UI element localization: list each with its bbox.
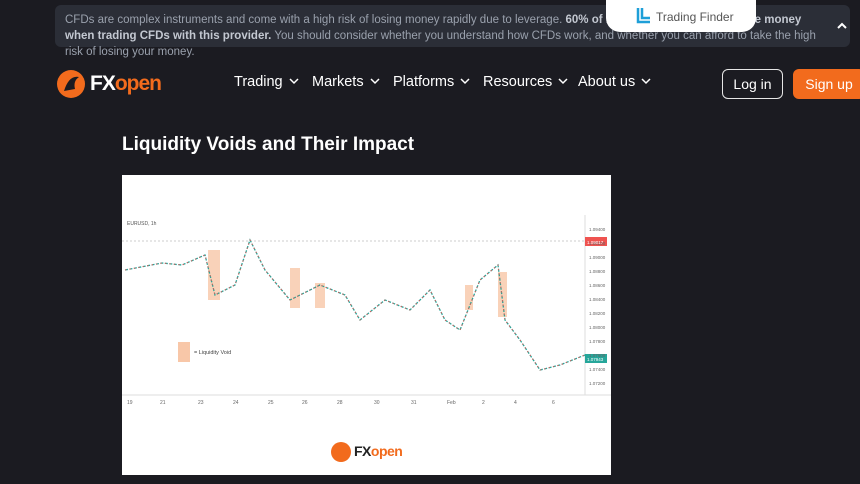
image-logo: FXopen [354, 443, 403, 459]
price-label: 1.07400 [589, 367, 606, 372]
price-tag-top [585, 237, 607, 246]
badge-icon [636, 8, 650, 24]
price-label: 1.07600 [589, 353, 606, 358]
login-button[interactable]: Log in [722, 69, 783, 99]
date-label: 31 [411, 400, 417, 406]
price-tag-text: 1.09017 [587, 240, 604, 245]
date-label: 4 [514, 400, 517, 406]
logo-icon [57, 70, 85, 98]
void-zone [498, 272, 507, 317]
void-zone [315, 283, 325, 308]
price-label: 1.09200 [589, 241, 606, 246]
void-zone [208, 250, 220, 300]
nav-label: Trading [234, 74, 283, 90]
nav-label: Resources [483, 74, 553, 90]
signup-button[interactable]: Sign up [793, 69, 860, 99]
date-label: 19 [127, 400, 133, 406]
nav-label: Markets [312, 74, 364, 90]
price-label: 1.08600 [589, 283, 606, 288]
chevron [460, 78, 470, 85]
price-label: 1.09000 [589, 255, 606, 260]
badge-text: Trading Finder [656, 10, 734, 24]
price-label: 1.08800 [589, 269, 606, 274]
price-label: 1.08000 [589, 325, 606, 330]
nav-item[interactable]: About us [578, 74, 652, 90]
chevron [641, 78, 651, 85]
legend-label: = Liquidity Void [194, 350, 231, 356]
chevron [558, 78, 568, 85]
date-label: 21 [160, 400, 166, 406]
price-label: 1.09400 [589, 227, 606, 232]
legend-swatch [178, 342, 190, 362]
article-image: EURUSD, 1h = Liquidity Void 1.09400 1.09200… [122, 175, 611, 475]
date-label: 2 [482, 400, 485, 406]
price-label: 1.07200 [589, 381, 606, 386]
void-zone [465, 285, 473, 310]
date-label: 23 [198, 400, 204, 406]
nav-label: Platforms [393, 74, 455, 90]
logo-text[interactable]: FXopen [90, 72, 162, 96]
date-label: 30 [374, 400, 380, 406]
logo-open: open [114, 72, 162, 95]
image-logo-open: open [370, 443, 403, 459]
nav-label: About us [578, 74, 636, 90]
chevron [370, 78, 380, 85]
price-label: 1.07800 [589, 339, 606, 344]
nav-item[interactable]: Markets [312, 74, 381, 90]
price-label: 1.08200 [589, 311, 606, 316]
risk-text-start: CFDs are complex instruments and come wi… [65, 14, 566, 26]
chevron [289, 78, 299, 85]
watermark-badge: Trading Finder [606, 0, 756, 32]
nav-item[interactable]: Resources [483, 74, 569, 90]
date-label: 26 [302, 400, 308, 406]
date-label: 6 [552, 400, 555, 406]
price-tag-bottom [585, 354, 607, 363]
date-label: 28 [337, 400, 343, 406]
price-tag-text: 1.07943 [587, 357, 604, 362]
date-label: 24 [233, 400, 239, 406]
image-logo-icon [331, 442, 351, 462]
collapse-icon[interactable] [833, 17, 851, 35]
symbol-label: EURUSD, 1h [127, 221, 157, 227]
article-heading: Liquidity Voids and Their Impact [122, 134, 415, 155]
nav-item[interactable]: Platforms [393, 74, 471, 90]
risk-text-end: You should consider whether you understa… [65, 30, 816, 58]
price-trace-down [124, 238, 586, 371]
date-label: 25 [268, 400, 274, 406]
chart-image: EURUSD, 1h = Liquidity Void 1.09400 1.09200… [122, 215, 611, 406]
void-zone [290, 268, 300, 308]
image-logo-fx: FX [354, 443, 371, 459]
nav-item[interactable]: Trading [234, 74, 300, 90]
logo-fx: FX [90, 72, 116, 95]
date-label: Feb [447, 400, 456, 406]
price-label: 1.08400 [589, 297, 606, 302]
